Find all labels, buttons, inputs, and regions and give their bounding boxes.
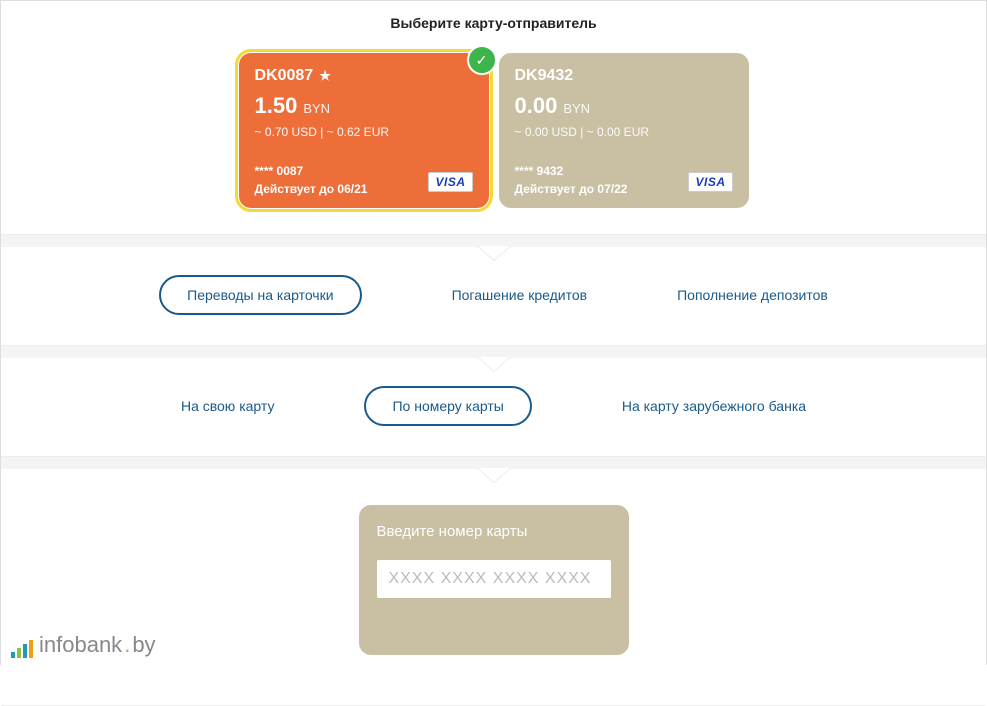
- visa-badge: VISA: [688, 172, 732, 192]
- logo-suffix: by: [132, 632, 155, 658]
- tab-deposit-topup[interactable]: Пополнение депозитов: [677, 287, 828, 303]
- card-converted: ~ 0.00 USD | ~ 0.00 EUR: [515, 125, 733, 139]
- source-card-2[interactable]: DK9432 0.00 BYN ~ 0.00 USD | ~ 0.00 EUR …: [499, 53, 749, 208]
- dest-card-label: Введите номер карты: [377, 523, 611, 540]
- tab-by-card-number[interactable]: По номеру карты: [364, 386, 531, 426]
- card-balance: 1.50: [255, 93, 298, 119]
- visa-badge: VISA: [428, 172, 472, 192]
- infobank-logo: infobank.by: [11, 632, 156, 658]
- tab-loan-repayment[interactable]: Погашение кредитов: [452, 287, 588, 303]
- page-title: Выберите карту-отправитель: [1, 1, 986, 31]
- source-card-1[interactable]: ✓ DK0087 ★ 1.50 BYN ~ 0.70 USD | ~ 0.62 …: [239, 53, 489, 208]
- card-currency: BYN: [563, 101, 590, 116]
- tabs-destination-type: На свою карту По номеру карты На карту з…: [1, 358, 986, 457]
- logo-text: infobank: [39, 632, 122, 658]
- logo-dot: .: [124, 632, 130, 658]
- card-name: DK0087: [255, 67, 314, 85]
- tabs-transfer-type: Переводы на карточки Погашение кредитов …: [1, 247, 986, 346]
- tab-own-card[interactable]: На свою карту: [181, 398, 275, 414]
- cards-row: ✓ DK0087 ★ 1.50 BYN ~ 0.70 USD | ~ 0.62 …: [1, 31, 986, 234]
- tab-foreign-bank[interactable]: На карту зарубежного банка: [622, 398, 806, 414]
- card-converted: ~ 0.70 USD | ~ 0.62 EUR: [255, 125, 473, 139]
- logo-bars-icon: [11, 640, 33, 658]
- destination-card-form: Введите номер карты: [359, 505, 629, 655]
- star-icon: ★: [319, 68, 331, 84]
- card-currency: BYN: [303, 101, 330, 116]
- card-name: DK9432: [515, 67, 574, 85]
- check-icon: ✓: [467, 45, 497, 75]
- card-balance: 0.00: [515, 93, 558, 119]
- tab-card-transfers[interactable]: Переводы на карточки: [159, 275, 361, 315]
- card-number-input[interactable]: [377, 560, 611, 598]
